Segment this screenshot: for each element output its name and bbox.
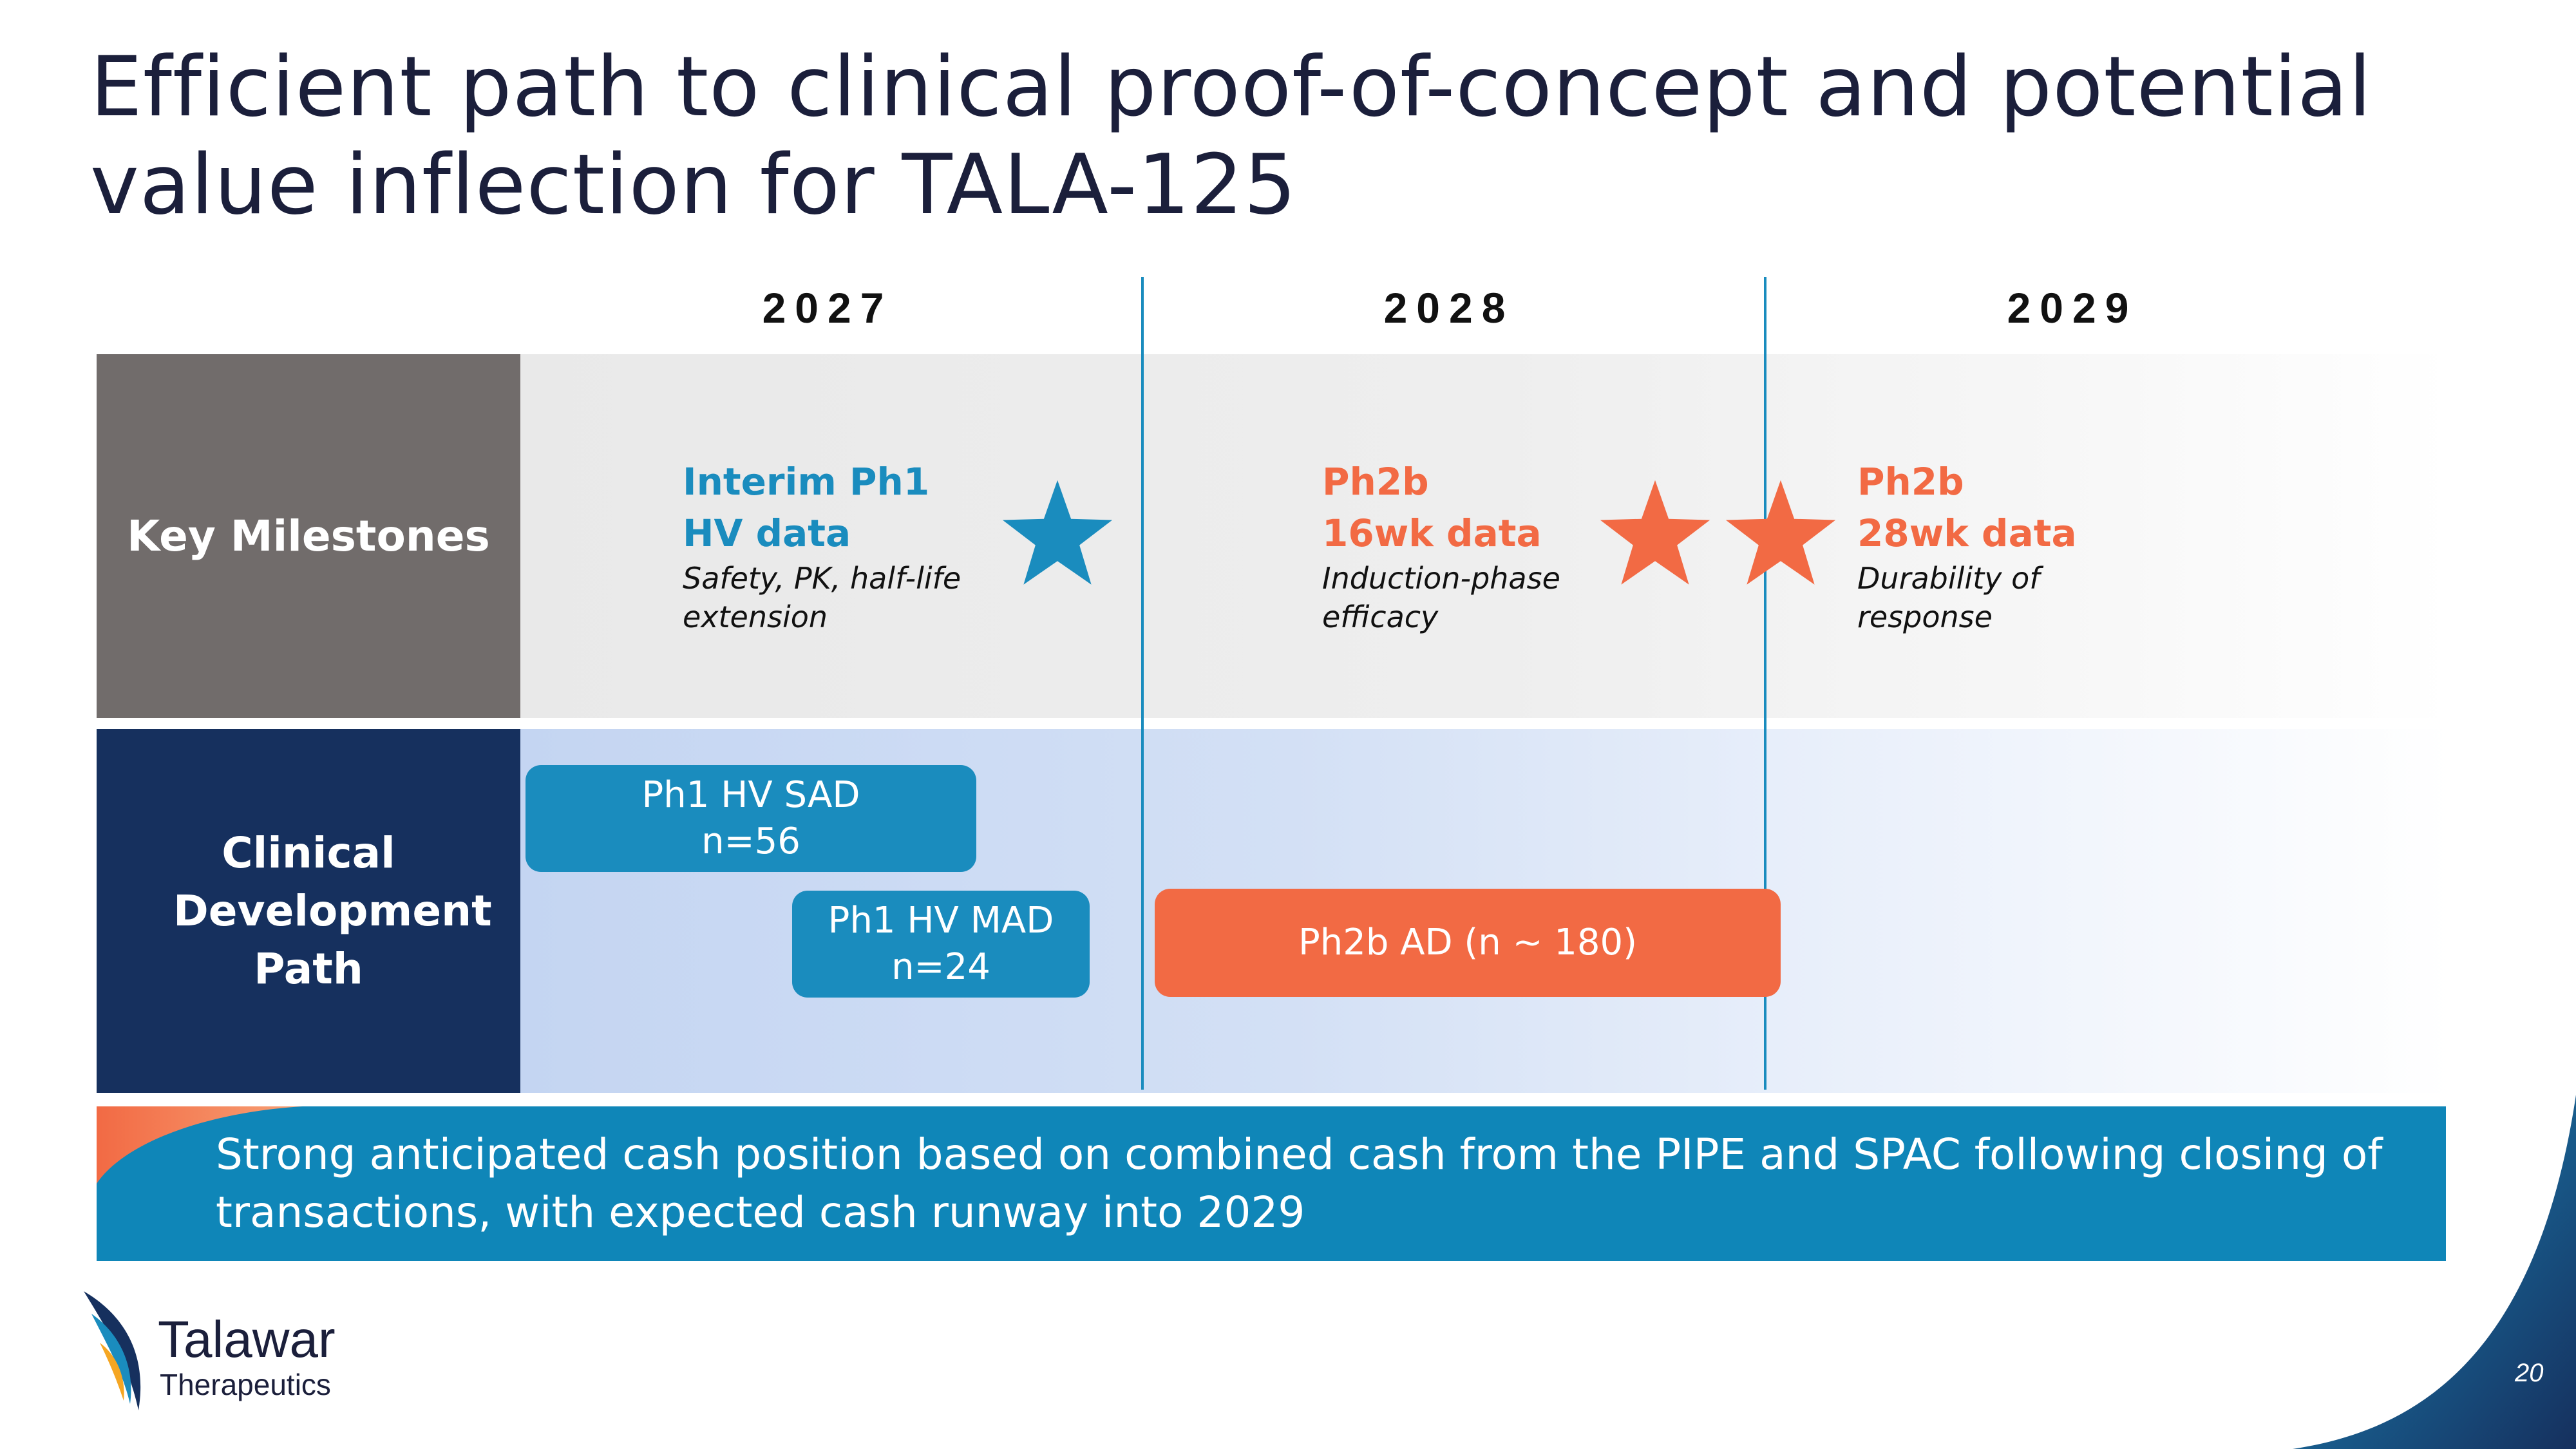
ph1-hv-mad-bar: Ph1 HV MAD n=24 — [792, 891, 1090, 998]
star-icon — [1725, 480, 1836, 585]
milestone-title: Interim Ph1 — [683, 460, 930, 504]
cash-line: transactions, with expected cash runway … — [216, 1188, 1305, 1237]
milestone-title: 28wk data — [1857, 511, 2077, 555]
milestone-desc: Safety, PK, half-life — [683, 561, 961, 596]
milestone-interim-ph1: Interim Ph1 HV data Safety, PK, half-lif… — [683, 456, 1030, 636]
milestone-title: HV data — [683, 511, 851, 555]
clinical-path-text: Clinical Development Path — [173, 828, 492, 994]
bar-label: n=24 — [891, 946, 990, 988]
milestone-title: Ph2b — [1322, 460, 1429, 504]
ph2b-ad-bar: Ph2b AD (n ~ 180) — [1155, 889, 1781, 997]
year-2028: 2028 — [1383, 284, 1515, 332]
cash-line: Strong anticipated cash position based o… — [216, 1130, 2383, 1179]
banner-background — [97, 1106, 2446, 1261]
year-2029: 2029 — [2007, 284, 2138, 332]
talawar-logo-icon — [84, 1291, 141, 1410]
year-2027: 2027 — [762, 284, 893, 332]
star-icon — [1002, 480, 1113, 585]
page-title: Efficient path to clinical proof-of-conc… — [90, 39, 2537, 234]
key-milestones-label: Key Milestones — [97, 354, 520, 718]
clinical-path-label: Clinical Development Path — [97, 729, 520, 1093]
title-text: Efficient path to clinical proof-of-conc… — [90, 39, 2372, 233]
milestone-desc: Durability of — [1857, 561, 2040, 596]
page-number: 20 — [2515, 1359, 2544, 1387]
bar-label: n=56 — [701, 820, 800, 862]
corner-swoosh — [2293, 1095, 2576, 1449]
bar-label: Ph1 HV MAD — [828, 900, 1054, 942]
milestone-ph2b-16wk: Ph2b 16wk data Induction-phase efficacy — [1322, 456, 1657, 636]
milestone-desc: extension — [683, 600, 828, 634]
key-milestones-text: Key Milestones — [127, 511, 490, 561]
star-icon — [1600, 480, 1710, 585]
milestone-title: Ph2b — [1857, 460, 1964, 504]
year-divider — [1764, 277, 1766, 1090]
bar-label: Ph1 HV SAD — [641, 774, 860, 816]
ph1-hv-sad-bar: Ph1 HV SAD n=56 — [526, 765, 976, 872]
bar-label: Ph2b AD (n ~ 180) — [1298, 922, 1638, 963]
logo-sub: Therapeutics — [160, 1368, 331, 1401]
milestone-desc: efficacy — [1322, 600, 1439, 634]
milestone-title: 16wk data — [1322, 511, 1542, 555]
milestone-desc: response — [1857, 600, 1993, 634]
logo-name: Talawar — [158, 1311, 336, 1368]
cash-banner-text: Strong anticipated cash position based o… — [216, 1126, 2418, 1242]
year-divider — [1141, 277, 1144, 1090]
milestones-band — [520, 354, 2452, 718]
milestone-desc: Induction-phase — [1322, 561, 1560, 596]
milestone-ph2b-28wk: Ph2b 28wk data Durability of response — [1857, 456, 2192, 636]
